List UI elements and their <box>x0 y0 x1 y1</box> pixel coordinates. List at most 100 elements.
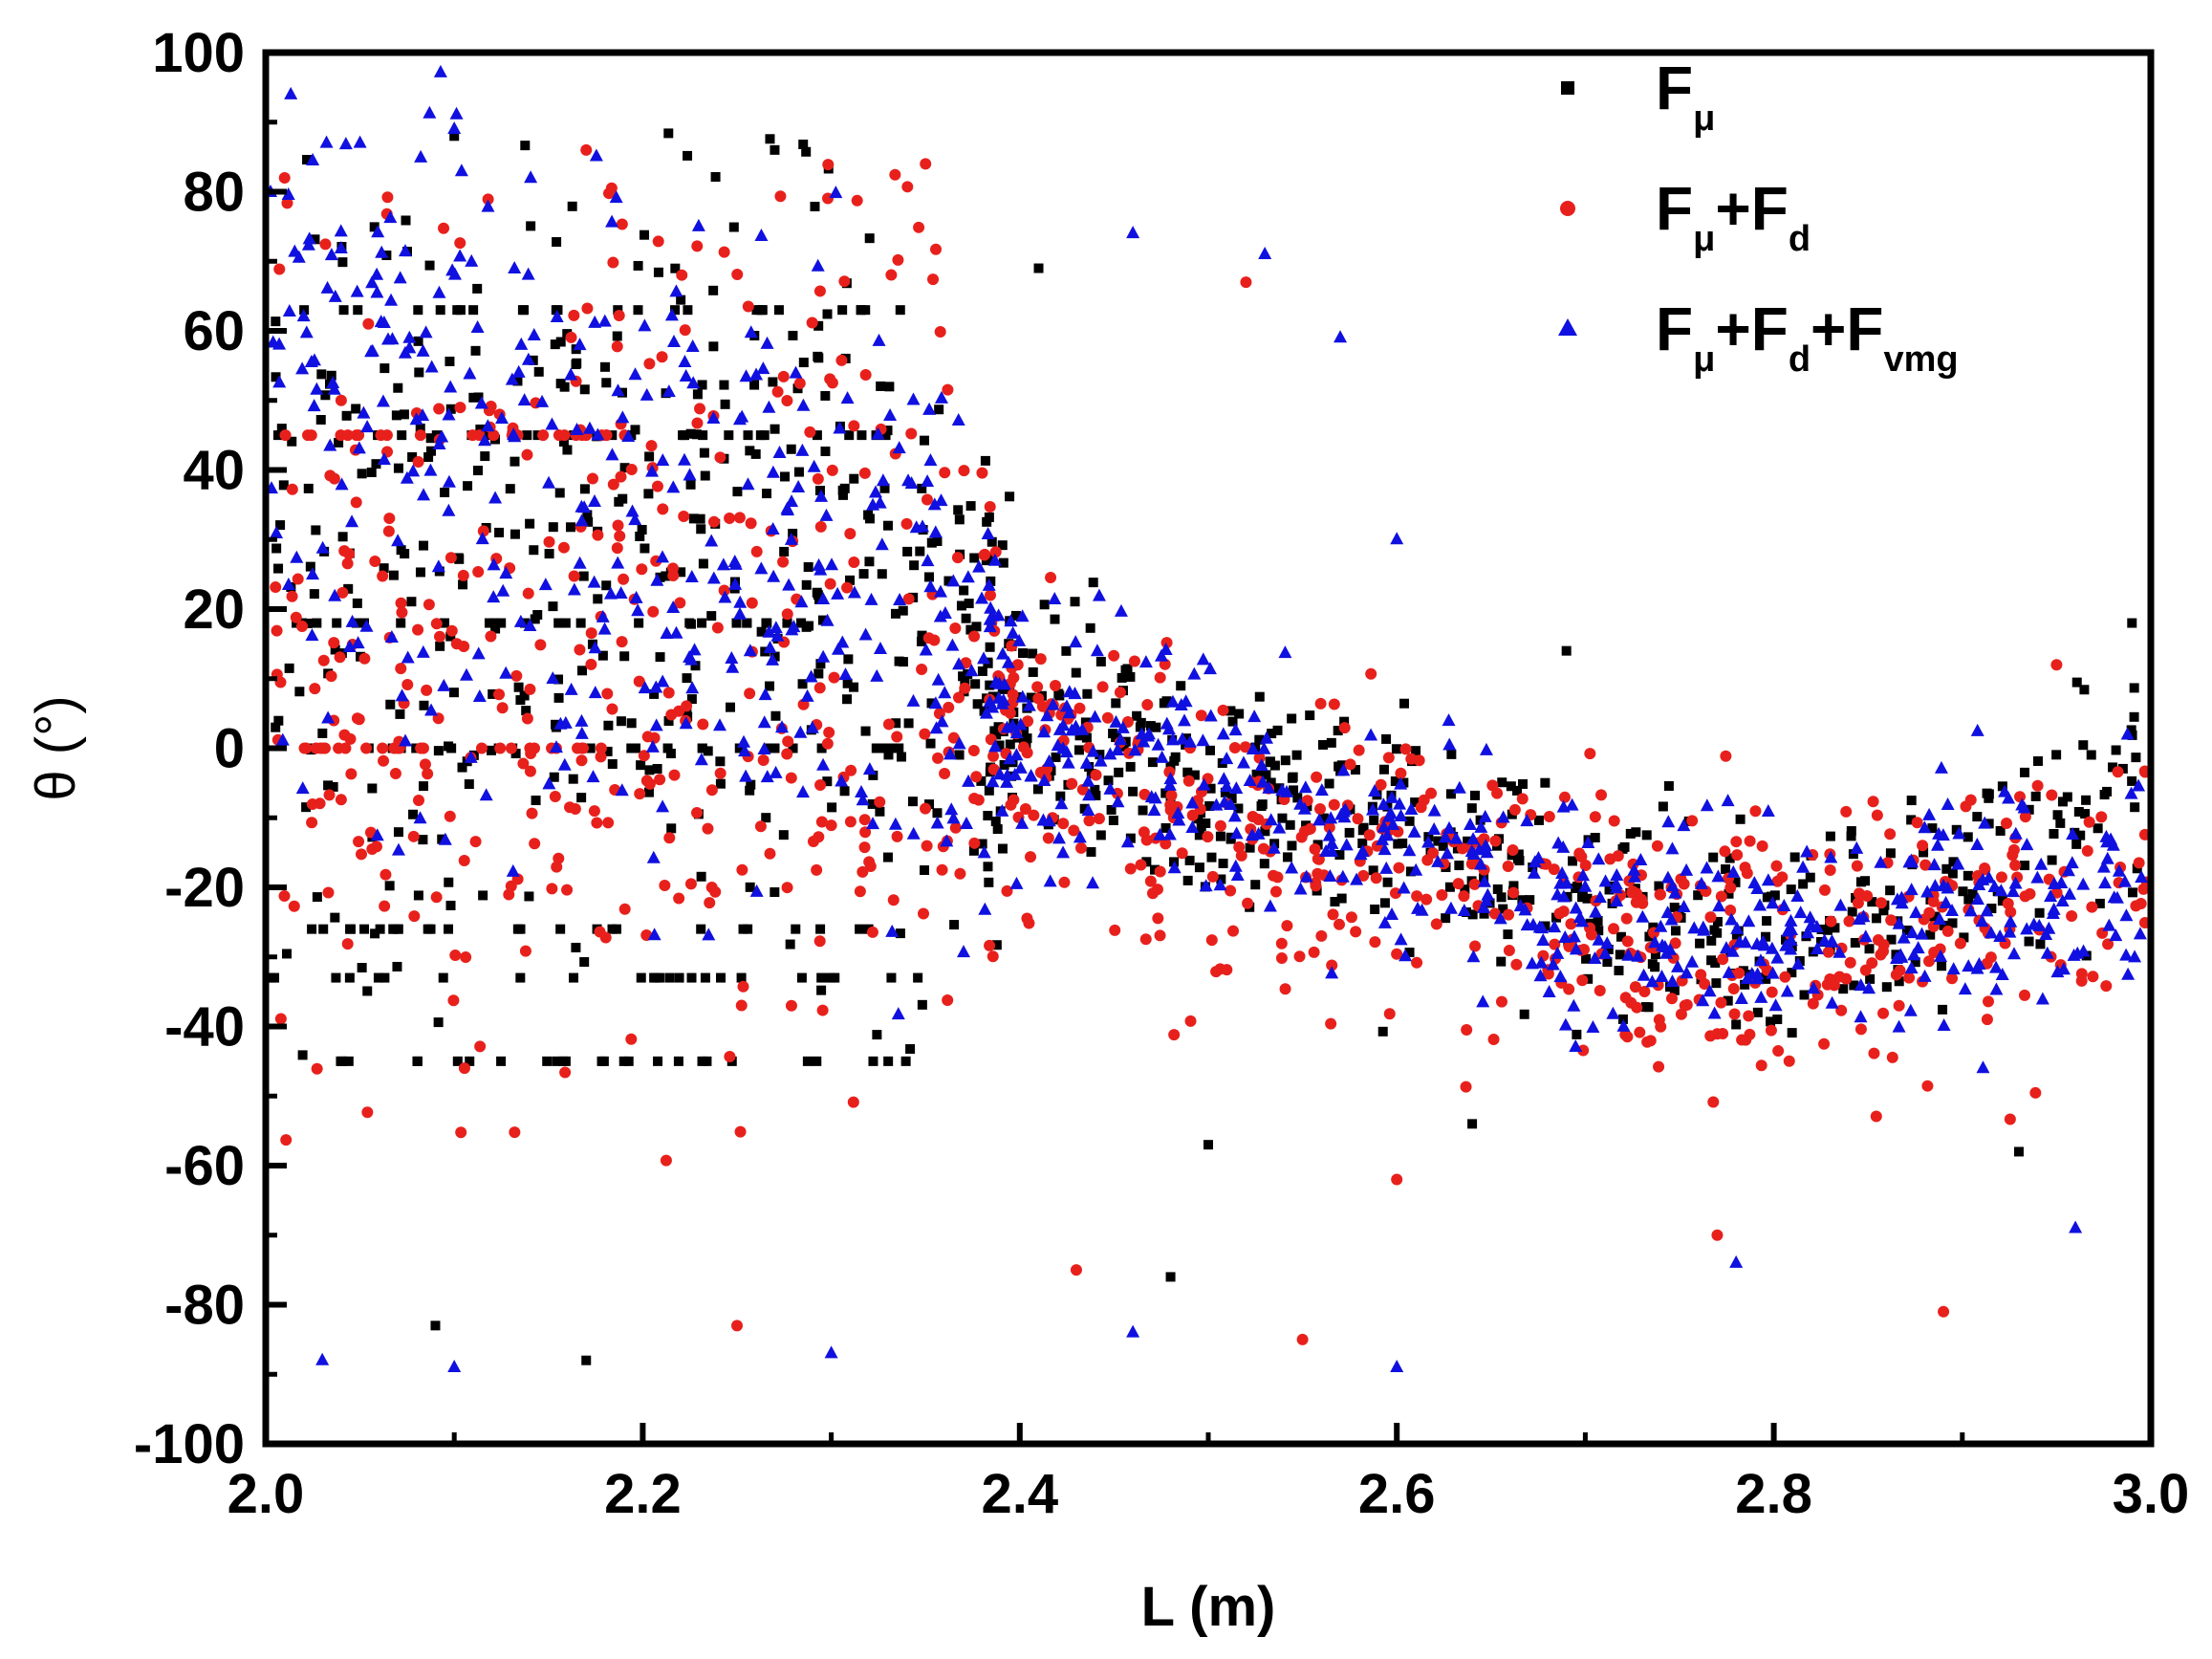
point-triangle <box>1137 734 1151 748</box>
point-triangle <box>1970 892 1984 906</box>
point-circle <box>633 675 645 688</box>
point-triangle <box>2006 947 2021 960</box>
point-square <box>2024 936 2034 947</box>
point-triangle <box>706 410 721 424</box>
point-circle <box>691 417 704 429</box>
point-circle <box>378 754 390 767</box>
point-circle <box>281 197 293 209</box>
point-circle <box>586 472 598 485</box>
point-circle <box>1452 878 1464 890</box>
y-axis-title: θ (°) <box>25 695 87 800</box>
point-square <box>424 260 435 271</box>
point-triangle <box>656 674 670 688</box>
point-square <box>1206 852 1217 862</box>
point-triangle <box>1696 993 1710 1007</box>
point-circle <box>1711 1229 1724 1241</box>
point-square <box>599 361 610 372</box>
point-square <box>1189 770 1200 780</box>
point-triangle <box>2135 870 2149 884</box>
point-triangle <box>1793 906 1808 919</box>
point-triangle <box>1312 813 1327 826</box>
point-triangle <box>1680 862 1694 876</box>
point-circle <box>640 775 653 787</box>
point-circle <box>1756 840 1768 852</box>
point-square <box>1285 819 1295 830</box>
point-square <box>663 128 674 139</box>
point-triangle <box>391 842 405 856</box>
point-circle <box>1612 850 1624 862</box>
point-triangle <box>1293 797 1308 810</box>
point-square <box>880 430 891 441</box>
point-triangle <box>284 86 298 99</box>
point-triangle <box>328 588 342 601</box>
point-triangle <box>1062 685 1076 698</box>
legend-label-text: +F <box>1715 295 1788 363</box>
point-circle <box>1487 1034 1500 1046</box>
point-triangle <box>1874 855 1888 868</box>
point-circle <box>1160 637 1173 649</box>
point-triangle <box>400 470 414 484</box>
point-square <box>1218 858 1228 868</box>
point-square <box>2020 767 2030 777</box>
point-circle <box>1851 860 1863 872</box>
point-circle <box>375 429 387 442</box>
point-circle <box>414 429 426 442</box>
point-triangle <box>952 736 966 750</box>
point-circle <box>430 891 443 904</box>
point-square <box>924 799 935 810</box>
point-circle <box>408 910 421 923</box>
point-triangle <box>1147 803 1161 817</box>
point-square <box>397 430 407 441</box>
point-circle <box>1370 872 1382 884</box>
point-triangle <box>1390 1359 1404 1372</box>
point-circle <box>1427 847 1440 860</box>
point-square <box>703 746 713 756</box>
point-triangle <box>1366 802 1380 816</box>
point-triangle <box>1185 820 1200 834</box>
point-circle <box>647 605 660 618</box>
point-circle <box>1542 968 1554 980</box>
point-triangle <box>1379 861 1394 874</box>
y-tick-label: 0 <box>214 718 245 780</box>
point-circle <box>1749 805 1762 818</box>
point-square <box>849 682 859 692</box>
point-circle <box>1921 1080 1934 1092</box>
point-circle <box>851 194 863 207</box>
point-triangle <box>928 525 943 538</box>
point-square <box>1266 777 1276 788</box>
point-square <box>393 827 403 838</box>
point-triangle <box>1243 773 1257 786</box>
point-circle <box>1608 923 1620 935</box>
point-circle <box>2112 766 2124 778</box>
point-triangle <box>2027 917 2041 930</box>
point-triangle <box>1325 966 1339 979</box>
point-square <box>822 776 833 787</box>
point-triangle <box>464 750 478 763</box>
point-square <box>868 1056 878 1066</box>
point-triangle <box>2096 860 2111 873</box>
point-square <box>761 813 771 823</box>
point-square <box>484 618 494 628</box>
point-circle <box>1001 884 1013 897</box>
point-triangle <box>1128 743 1142 756</box>
point-square <box>1149 864 1160 875</box>
point-triangle <box>447 121 462 135</box>
point-square <box>1289 785 1299 796</box>
point-square <box>1467 1119 1478 1129</box>
point-triangle <box>1404 801 1419 815</box>
point-circle <box>1495 995 1507 1008</box>
point-triangle <box>858 627 873 641</box>
point-circle <box>1068 824 1080 837</box>
point-square <box>683 305 693 316</box>
point-triangle <box>1534 955 1549 969</box>
point-square <box>1938 1004 1948 1015</box>
point-triangle <box>1390 532 1404 545</box>
point-square <box>1948 857 1959 867</box>
point-square <box>1525 895 1535 906</box>
point-square <box>1010 610 1021 621</box>
point-circle <box>777 556 790 568</box>
legend-label-text: F <box>1656 54 1693 122</box>
point-square <box>662 743 673 753</box>
point-triangle <box>605 447 619 461</box>
point-circle <box>785 772 797 784</box>
